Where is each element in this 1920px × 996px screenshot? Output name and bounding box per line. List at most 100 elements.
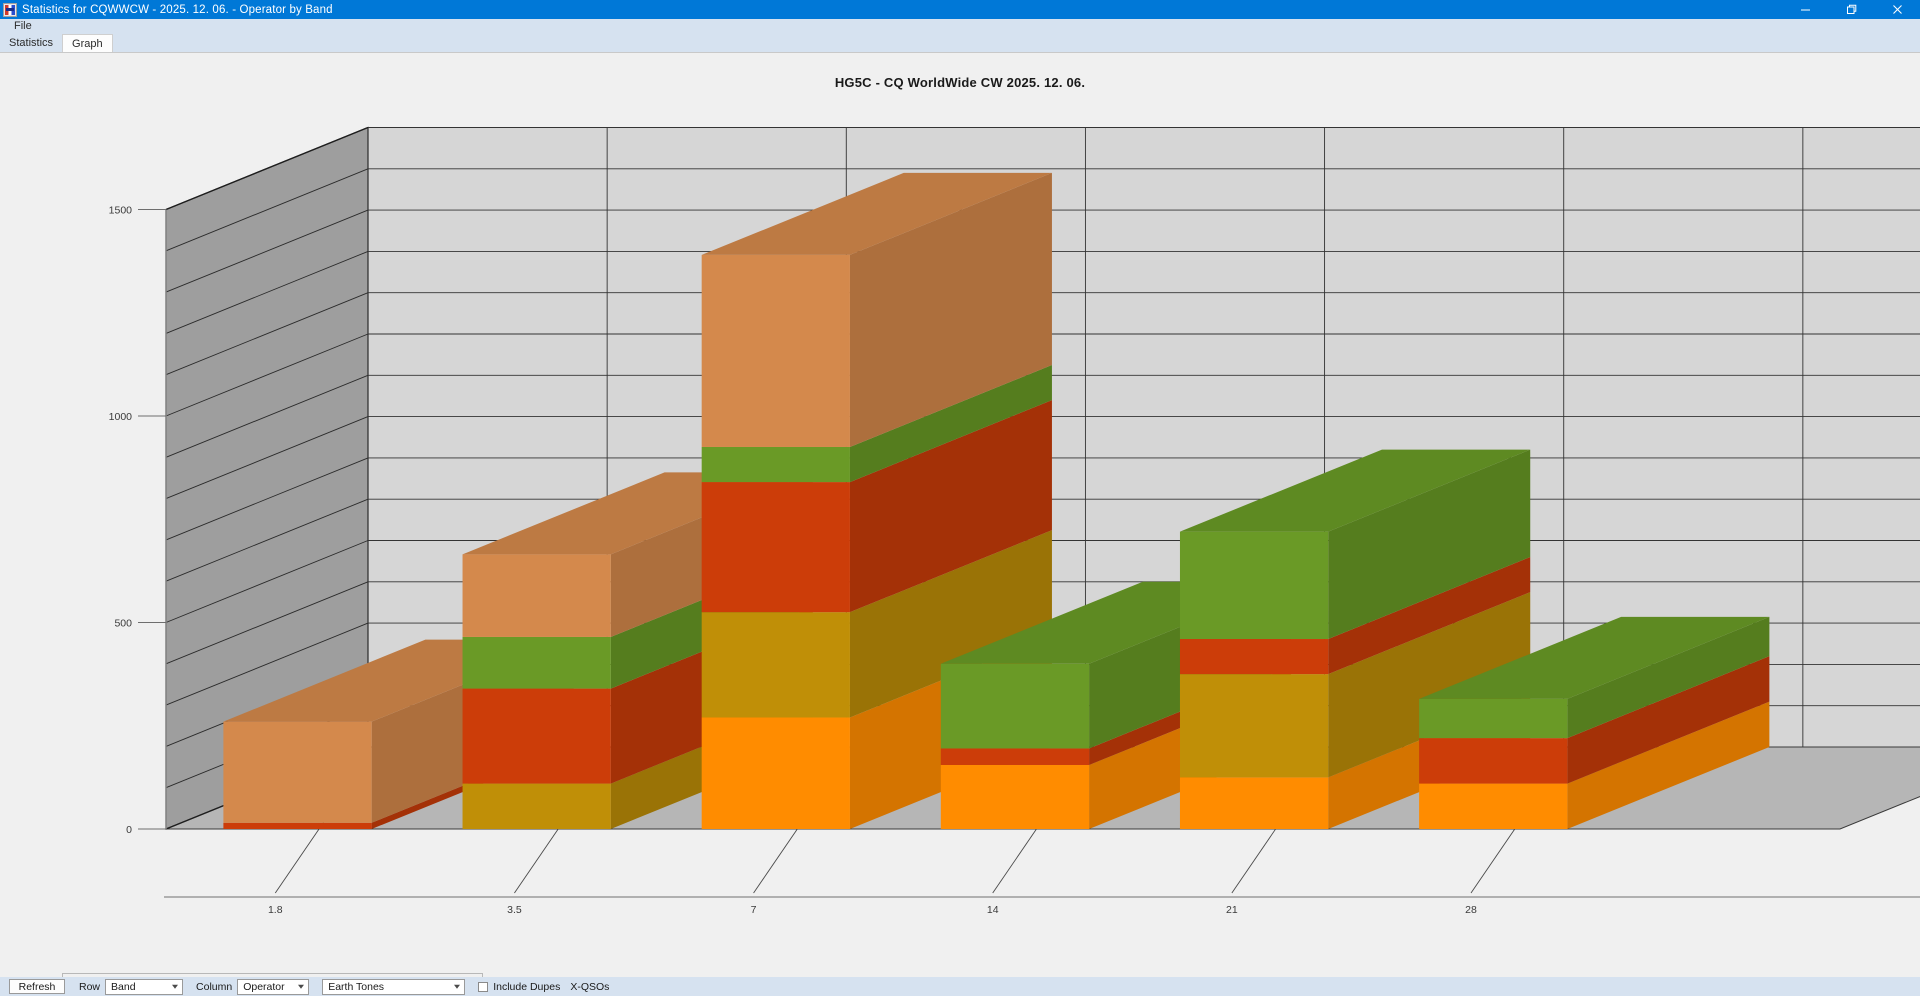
minimize-icon	[1800, 9, 1810, 11]
gridline-left-wall	[165, 498, 369, 582]
menu-bar: File	[0, 19, 1920, 34]
bar-segment-side	[849, 530, 1052, 718]
theme-select[interactable]: Earth Tones	[322, 978, 466, 995]
bar-segment-front	[701, 717, 850, 829]
bottom-toolbar: Refresh Row Band Column Operator Earth T…	[0, 977, 1920, 996]
bar-segment-side	[1328, 449, 1531, 640]
gridline-left-wall	[165, 622, 369, 706]
bar-segment[interactable]	[1179, 449, 1531, 640]
bar-segment[interactable]	[701, 400, 1052, 613]
bar-segment[interactable]	[701, 364, 1052, 483]
theme-select-value: Earth Tones	[328, 980, 385, 993]
bar-segment-front	[1179, 639, 1329, 675]
client-area: HG5C - CQ WorldWide CW 2025. 12. 06. 0 50…	[0, 52, 1920, 992]
bar-segment-front	[462, 688, 611, 784]
bar-segment[interactable]	[1179, 557, 1531, 675]
chart-3d-canvas: 0 500 1000 1500 1.8 3.5 7 14 21 28	[109, 126, 1920, 916]
gridline-left-wall	[165, 457, 369, 541]
bar-segment-front	[223, 822, 372, 829]
bar-segment-front	[462, 783, 611, 829]
bar-segment-top	[701, 172, 1052, 255]
bar-segment[interactable]	[1419, 656, 1770, 784]
gridline-left-wall	[165, 581, 369, 665]
refresh-button[interactable]: Refresh	[9, 979, 65, 994]
x-axis-tick-label: 1.8	[268, 904, 283, 916]
gridline-left-wall	[165, 250, 369, 334]
x-axis-tick-label: 7	[751, 904, 757, 916]
close-icon	[1892, 5, 1902, 14]
gridline-left-wall	[165, 333, 369, 417]
chart-title: HG5C - CQ WorldWide CW 2025. 12. 06.	[834, 75, 1086, 90]
bar-stack[interactable]	[1179, 449, 1531, 829]
xqsos-label: X-QSOs	[570, 980, 610, 993]
row-select[interactable]: Band	[105, 978, 184, 995]
bar-segment-front	[1179, 531, 1329, 640]
bar-segment-front	[1179, 777, 1329, 829]
x-axis-tick-label: 28	[1465, 904, 1477, 916]
bar-segment-front	[701, 482, 850, 613]
bar-segment-side	[1567, 701, 1770, 829]
y-axis-tick-label: 1500	[109, 205, 133, 217]
restore-button[interactable]	[1828, 0, 1874, 19]
bar-segment-side	[1567, 656, 1770, 784]
bar-segment-side	[849, 172, 1052, 447]
include-dupes-checkbox[interactable]	[478, 981, 489, 992]
y-axis-tick-label: 1000	[109, 411, 133, 423]
bar-segment[interactable]	[701, 530, 1052, 718]
title-bar: Statistics for CQWWCW - 2025. 12. 06. - …	[0, 0, 1920, 19]
gridline-left-wall	[165, 292, 369, 376]
y-axis-tick-label: 0	[126, 824, 132, 836]
window-title: Statistics for CQWWCW - 2025. 12. 06. - …	[22, 3, 333, 16]
app-flag-icon	[3, 2, 17, 17]
bar-segment-side	[1328, 557, 1531, 675]
tab-graph[interactable]: Graph	[62, 34, 113, 52]
include-dupes-label: Include Dupes	[493, 980, 561, 993]
bar-segment-side	[1328, 592, 1531, 778]
bar-segment[interactable]	[1179, 592, 1531, 778]
bar-segment-front	[1419, 783, 1568, 829]
bar-segment[interactable]	[1419, 616, 1770, 739]
bar-segment-top	[1179, 449, 1531, 532]
bar-segment-side	[849, 364, 1052, 483]
minimize-button[interactable]	[1782, 0, 1828, 19]
bar-segment[interactable]	[1419, 701, 1770, 829]
gridline-left-wall	[165, 374, 369, 458]
bar-segment-front	[1179, 674, 1329, 778]
gridline-left-wall	[165, 209, 369, 293]
bar-segment-front	[940, 663, 1090, 749]
bar-segment-front	[462, 636, 611, 689]
bar-segment-front	[1419, 738, 1568, 784]
chevron-down-icon	[454, 984, 461, 989]
column-select[interactable]: Operator	[237, 978, 310, 995]
bar-segment-front	[940, 764, 1090, 829]
chevron-down-icon	[298, 984, 305, 989]
gridline-left-wall	[165, 416, 369, 500]
column-select-value: Operator	[243, 980, 285, 993]
bar-segment-side	[1567, 616, 1770, 739]
bar-segment-front	[701, 446, 850, 483]
bar-segment-front	[462, 554, 611, 637]
close-button[interactable]	[1874, 0, 1920, 19]
x-axis-tick-label: 21	[1226, 904, 1238, 916]
bar-segment-top	[1419, 616, 1770, 699]
restore-icon	[1846, 4, 1856, 14]
row-label: Row	[79, 980, 101, 993]
left-wall-top-edge	[165, 126, 369, 211]
bar-segment[interactable]	[701, 172, 1052, 447]
gridline-left-wall	[165, 540, 369, 623]
bar-stack[interactable]	[1419, 616, 1770, 829]
tab-strip: Statistics Graph	[0, 34, 1920, 52]
row-select-value: Band	[111, 980, 136, 993]
tab-statistics[interactable]: Statistics	[9, 37, 54, 49]
bar-segment-front	[223, 721, 372, 823]
bar-segment-side	[849, 400, 1052, 613]
menu-item-file[interactable]: File	[14, 20, 32, 32]
x-axis-tick-label: 3.5	[507, 904, 522, 916]
x-axis-tick-label: 14	[987, 904, 999, 916]
column-label: Column	[196, 980, 233, 993]
chevron-down-icon	[172, 984, 179, 989]
gridline-left-wall	[165, 168, 369, 252]
bar-segment-front	[701, 254, 850, 447]
bar-segment-front	[1419, 698, 1568, 739]
